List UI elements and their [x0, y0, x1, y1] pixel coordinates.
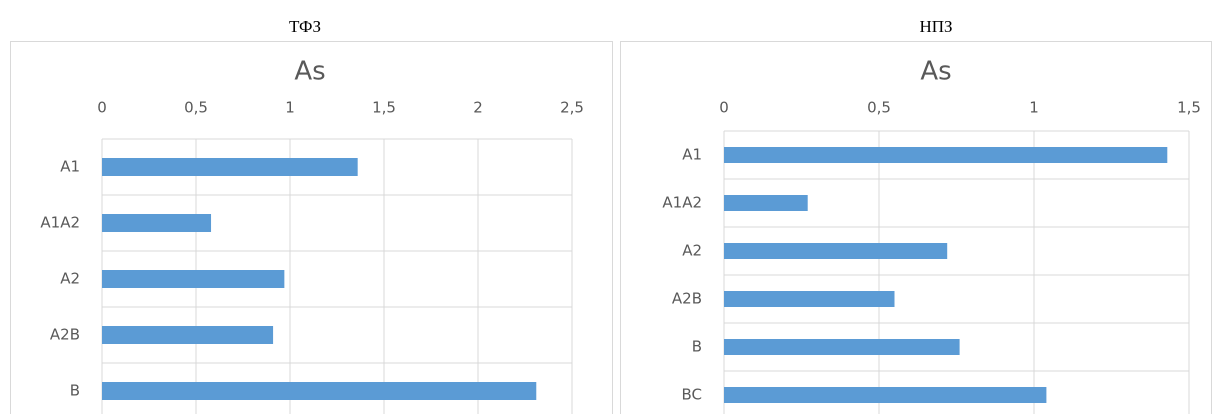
bar	[724, 291, 895, 307]
chart-caption: НПЗ	[919, 17, 952, 36]
chart-title: As	[920, 57, 951, 87]
bar	[724, 339, 960, 355]
x-tick-label: 0,5	[184, 99, 208, 117]
y-tick-label: B	[692, 338, 702, 356]
bar	[102, 270, 285, 288]
x-tick-label: 1	[285, 99, 295, 117]
y-tick-label: B	[70, 382, 80, 400]
bar	[102, 326, 274, 344]
bar	[102, 214, 212, 232]
x-tick-label: 0,5	[867, 99, 891, 117]
bar	[724, 387, 1047, 403]
x-tick-label: 1,5	[372, 99, 396, 117]
chart-frame	[620, 41, 1212, 414]
x-tick-label: 1	[1029, 99, 1039, 117]
bar	[102, 382, 537, 400]
x-tick-label: 2,5	[560, 99, 584, 117]
y-tick-label: A1A2	[40, 214, 80, 232]
y-tick-label: A2	[682, 242, 702, 260]
bar	[724, 147, 1168, 163]
bar	[724, 195, 808, 211]
y-tick-label: A1	[60, 158, 80, 176]
bar	[724, 243, 948, 259]
y-tick-label: A2	[60, 270, 80, 288]
bar	[102, 158, 358, 176]
y-tick-label: A1	[682, 146, 702, 164]
x-tick-label: 0	[97, 99, 107, 117]
chart-caption: ТФЗ	[289, 17, 321, 36]
x-tick-label: 2	[473, 99, 483, 117]
x-tick-label: 1,5	[1177, 99, 1201, 117]
y-tick-label: A2B	[50, 326, 80, 344]
y-tick-label: A1A2	[662, 194, 702, 212]
chart-title: As	[294, 57, 325, 87]
x-tick-label: 0	[719, 99, 729, 117]
y-tick-label: A2B	[672, 290, 702, 308]
chart-frame	[10, 41, 613, 414]
y-tick-label: BC	[681, 386, 702, 404]
